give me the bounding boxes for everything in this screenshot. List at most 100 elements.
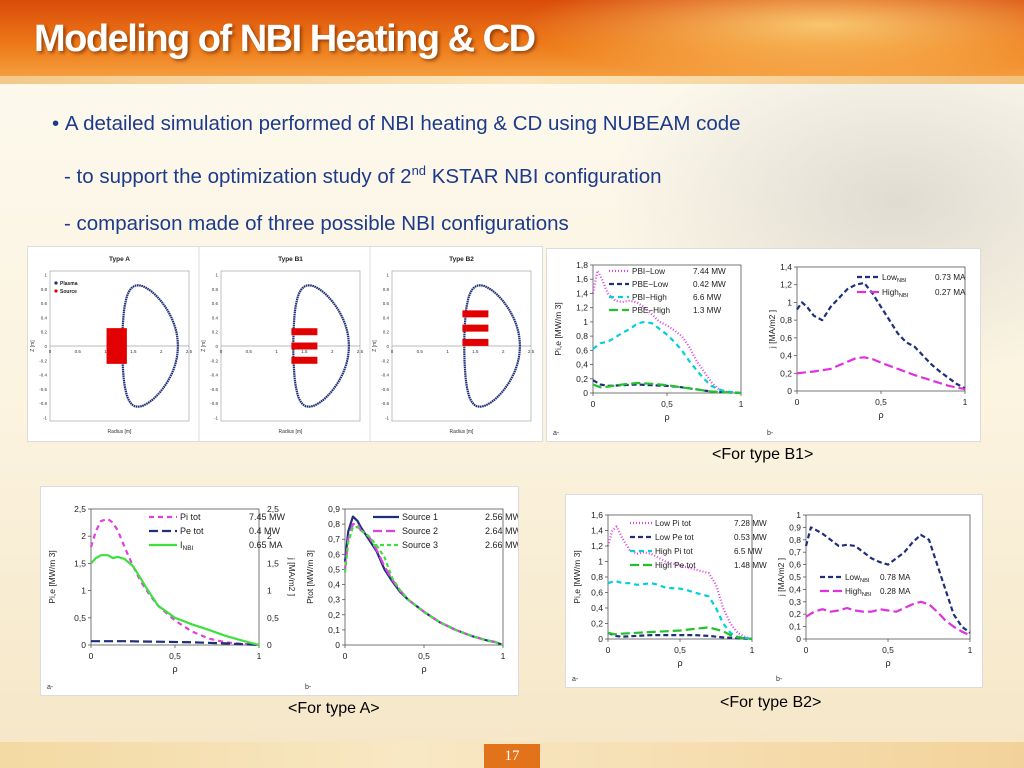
z-tick-label: -0.4	[381, 373, 389, 378]
nbi-source	[119, 328, 127, 364]
series-line	[90, 554, 260, 647]
y-tick-label: 0,5	[74, 613, 86, 623]
x-tick-label: 0,5	[875, 397, 887, 407]
y-tick-label: 0,2	[780, 368, 792, 378]
panel-label: a-	[572, 676, 579, 683]
legend-label: Pe tot	[180, 526, 204, 536]
y-tick-label: 1	[796, 510, 801, 520]
legend-value: 7.45 MW	[249, 512, 286, 522]
legend-label: Source 3	[402, 540, 438, 550]
nbi-source	[291, 356, 318, 364]
plasma-boundary	[463, 284, 521, 408]
series-line	[592, 379, 742, 395]
y-tick-label: 0,2	[789, 609, 801, 619]
legend-name: High	[882, 288, 899, 297]
panel-title: Type B1	[278, 256, 303, 263]
nbi-source	[291, 328, 318, 336]
z-tick-label: -0.8	[381, 401, 389, 406]
z-tick-label: 0	[386, 344, 389, 349]
bullet-list: • A detailed simulation performed of NBI…	[52, 100, 741, 247]
figure-type-a: 0 0,5 1 1,5 2 2,5 0 0,5 1 0 0,5 1 1,5 2 2,5 j [MA/m2 ] ρ…	[40, 486, 519, 696]
y-tick-label: 1	[598, 557, 603, 567]
config-panel-b1: Type B110.80.60.40.20-0.2-0.4-0.6-0.8-10…	[198, 247, 364, 441]
x-axis-label: ρ	[664, 412, 669, 422]
legend-name: Source 3	[402, 540, 438, 550]
panel-label: b-	[767, 430, 774, 437]
z-tick-label: -0.6	[210, 387, 218, 392]
z-tick-label: -1	[43, 415, 47, 420]
legend-sub: NBI	[897, 278, 907, 284]
legend-value: 0.42 MW	[693, 280, 726, 289]
sub-bullet-1: - to support the optimization study of 2…	[52, 147, 741, 200]
nbi-source	[106, 328, 114, 364]
r-tick-label: 2.5	[528, 349, 535, 354]
legend-name: High Pi tot	[655, 547, 693, 556]
legend-value: 0.65 MA	[249, 540, 283, 550]
figure-type-b1: 0 0,2 0,4 0,6 0,8 1 1,2 1,4 1,6 1,8 0 0,5 1 ρ Pi,e [MW…	[546, 248, 981, 442]
y-tick-label: 0,6	[328, 549, 340, 559]
z-tick-label: 1	[44, 273, 47, 278]
legend-label: HighNBI	[882, 288, 909, 299]
z-tick-label: -0.8	[39, 401, 47, 406]
y-tick-label: 0,9	[789, 522, 801, 532]
y-tick-label: 0,7	[789, 547, 801, 557]
legend-label: HighNBI	[845, 587, 872, 598]
legend-label: LowNBI	[882, 273, 907, 284]
series-line	[796, 281, 966, 390]
r-tick-label: 2	[160, 349, 163, 354]
legend-value: 7.28 MW	[734, 519, 767, 528]
z-tick-label: 0	[44, 344, 47, 349]
slide-title: Modeling of NBI Heating & CD	[34, 18, 536, 60]
y-tick-label: 1	[81, 586, 86, 596]
r-tick-label: 0.5	[246, 349, 253, 354]
x-axis-label: ρ	[172, 664, 177, 674]
y-tick-label: 0,9	[328, 504, 340, 514]
bullet-dot: •	[52, 112, 65, 135]
x-tick-label: 0,5	[418, 651, 430, 661]
x-tick-label: 0	[591, 399, 596, 409]
legend-name: I	[180, 540, 183, 550]
y2-tick-label: 2,5	[267, 504, 279, 514]
legend-value: 0.53 MW	[734, 533, 767, 542]
z-tick-label: -0.2	[210, 358, 218, 363]
chart-b2-a: 0 0,2 0,4 0,6 0,8 1 1,2 1,4 1,6 0 0,5 1 ρ Pi,e [MW/m …	[572, 510, 767, 683]
y-tick-label: 0,6	[789, 560, 801, 570]
y-tick-label: 0	[335, 640, 340, 650]
r-tick-label: 2	[502, 349, 505, 354]
y-tick-label: 1,6	[591, 510, 603, 520]
ordinal-sup: nd	[411, 163, 427, 178]
y2-tick-label: 0	[267, 640, 272, 650]
nbi-source	[113, 328, 121, 364]
y-tick-label: 0,5	[328, 564, 340, 574]
y-tick-label: 0,6	[591, 588, 603, 598]
legend-sub: NBI	[860, 578, 870, 584]
series-line	[343, 525, 504, 647]
x-axis-label: ρ	[421, 664, 426, 674]
z-tick-label: 0.2	[383, 330, 390, 335]
y-tick-label: 0	[796, 634, 801, 644]
y2-tick-label: 0,5	[267, 613, 279, 623]
legend-value: 2.66 MW	[485, 540, 518, 550]
y-tick-label: 0,7	[328, 534, 340, 544]
x-axis-label: ρ	[677, 658, 682, 668]
z-tick-label: 0	[215, 344, 218, 349]
legend-name: Low Pi tot	[655, 519, 692, 528]
z-tick-label: 0.6	[212, 301, 219, 306]
panel-label: a-	[553, 430, 560, 437]
z-axis-label: Z [m]	[30, 340, 36, 352]
z-tick-label: 1	[386, 273, 389, 278]
x-tick-label: 1	[501, 651, 506, 661]
z-tick-label: -0.8	[210, 401, 218, 406]
z-tick-label: -0.4	[39, 373, 47, 378]
r-tick-label: 1.5	[472, 349, 479, 354]
y-tick-label: 0,1	[328, 625, 340, 635]
r-axis-label: Radius [m]	[108, 429, 133, 435]
x-tick-label: 0	[804, 645, 809, 655]
y-tick-label: 0,8	[328, 519, 340, 529]
x-tick-label: 0	[795, 397, 800, 407]
y-tick-label: 1,5	[74, 558, 86, 568]
y-tick-label: 0,2	[591, 619, 603, 629]
config-panel-b2: Type B210.80.60.40.20-0.2-0.4-0.6-0.8-10…	[369, 247, 535, 441]
y-tick-label: 0,3	[328, 595, 340, 605]
legend-label: Source 2	[402, 526, 438, 536]
